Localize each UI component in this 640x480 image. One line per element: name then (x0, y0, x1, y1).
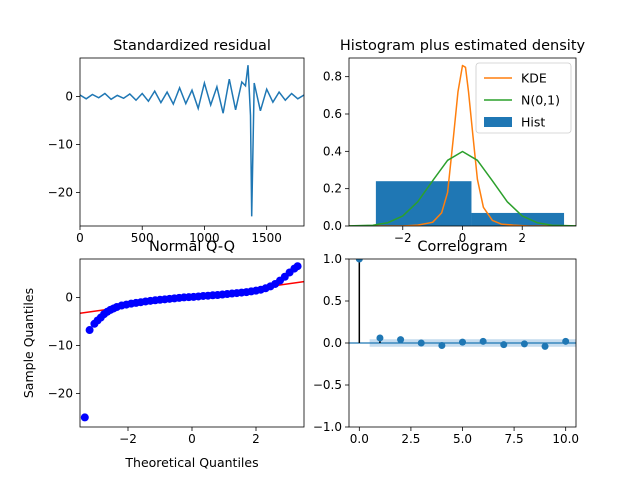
y-tick-label: 0.0 (323, 336, 342, 350)
y-tick-label: 0 (65, 290, 73, 304)
legend-swatch-patch (484, 117, 512, 127)
y-tick-label: 0.2 (323, 182, 342, 196)
normal-density-line (349, 150, 576, 226)
x-tick-label: 0 (188, 432, 196, 446)
axes-frame (348, 57, 577, 227)
acf-marker (459, 338, 466, 346)
y-tick-label: −10 (48, 338, 73, 352)
standardized-residual-panel: 0 500 1000 1500 0 −10 −20 Standardized residual (48, 38, 305, 245)
x-tick-label: 500 (131, 231, 154, 245)
y-tick-label: 0.8 (323, 70, 342, 84)
x-tick-label: 2.5 (401, 432, 420, 446)
panel-title: Standardized residual (113, 38, 271, 54)
x-tick-label: −2 (394, 231, 412, 245)
x-tick-label: 0.0 (350, 432, 369, 446)
x-tick-label: 5.0 (453, 432, 472, 446)
legend-label: KDE (521, 71, 547, 86)
acf-marker (417, 339, 425, 347)
acf-marker (562, 337, 570, 345)
acf-marker (355, 259, 363, 263)
axes-frame (79, 57, 305, 227)
x-tick-label: 1000 (189, 231, 220, 245)
hist-bar (471, 212, 565, 226)
x-tick-label: 1500 (251, 231, 282, 245)
qq-point (80, 413, 89, 422)
residual-series-line (80, 65, 304, 217)
panel-title: Normal Q-Q (149, 239, 235, 255)
y-tick-label: −20 (48, 386, 73, 400)
y-tick-label: 0.6 (323, 107, 342, 121)
panel-title: Correlogram (417, 239, 507, 255)
y-tick-label: −0.5 (313, 378, 342, 392)
y-tick-label: −20 (48, 185, 73, 199)
x-tick-label: 7.5 (505, 432, 524, 446)
qq-point (85, 326, 94, 335)
acf-marker (500, 341, 508, 349)
y-tick-label: −10 (48, 137, 73, 151)
acf-marker (541, 342, 549, 350)
acf-marker (438, 342, 446, 350)
x-axis-label: Theoretical Quantiles (124, 455, 258, 470)
hist-bar (375, 181, 472, 226)
y-axis-label: Sample Quantiles (21, 288, 36, 398)
axes-frame (79, 258, 305, 428)
x-tick-label: −2 (119, 432, 137, 446)
x-tick-label: 2 (252, 432, 260, 446)
acf-marker (397, 336, 405, 344)
acf-marker (376, 334, 384, 342)
legend-label: Hist (521, 115, 545, 130)
x-tick-label: 0 (459, 231, 467, 245)
legend-box (475, 62, 572, 134)
qq-point (293, 262, 302, 271)
y-tick-label: 0.4 (323, 144, 342, 158)
acf-marker (479, 337, 487, 345)
y-tick-label: −1.0 (313, 420, 342, 434)
legend-label: N(0,1) (521, 93, 560, 108)
x-tick-label: 10.0 (552, 432, 579, 446)
y-tick-label: 0.0 (323, 219, 342, 233)
histogram-density-panel: −2 0 2 0.0 0.2 0.4 0.6 0.8 Histogram plus estima… (323, 38, 586, 245)
acf-marker (520, 340, 528, 348)
kde-line (349, 64, 576, 226)
x-tick-label: 0 (76, 231, 84, 245)
panel-title: Histogram plus estimated density (340, 38, 586, 54)
y-tick-label: 1.0 (323, 252, 342, 266)
y-tick-label: 0.5 (323, 294, 342, 308)
axes-frame (348, 258, 577, 428)
y-tick-label: 0 (65, 89, 73, 103)
correlogram-panel: 0.0 2.5 5.0 7.5 10.0 1.0 0.5 0.0 −0.5 −1.0 Correlo… (313, 239, 579, 446)
legend: KDE N(0,1) Hist (475, 62, 572, 134)
x-tick-label: 2 (518, 231, 526, 245)
